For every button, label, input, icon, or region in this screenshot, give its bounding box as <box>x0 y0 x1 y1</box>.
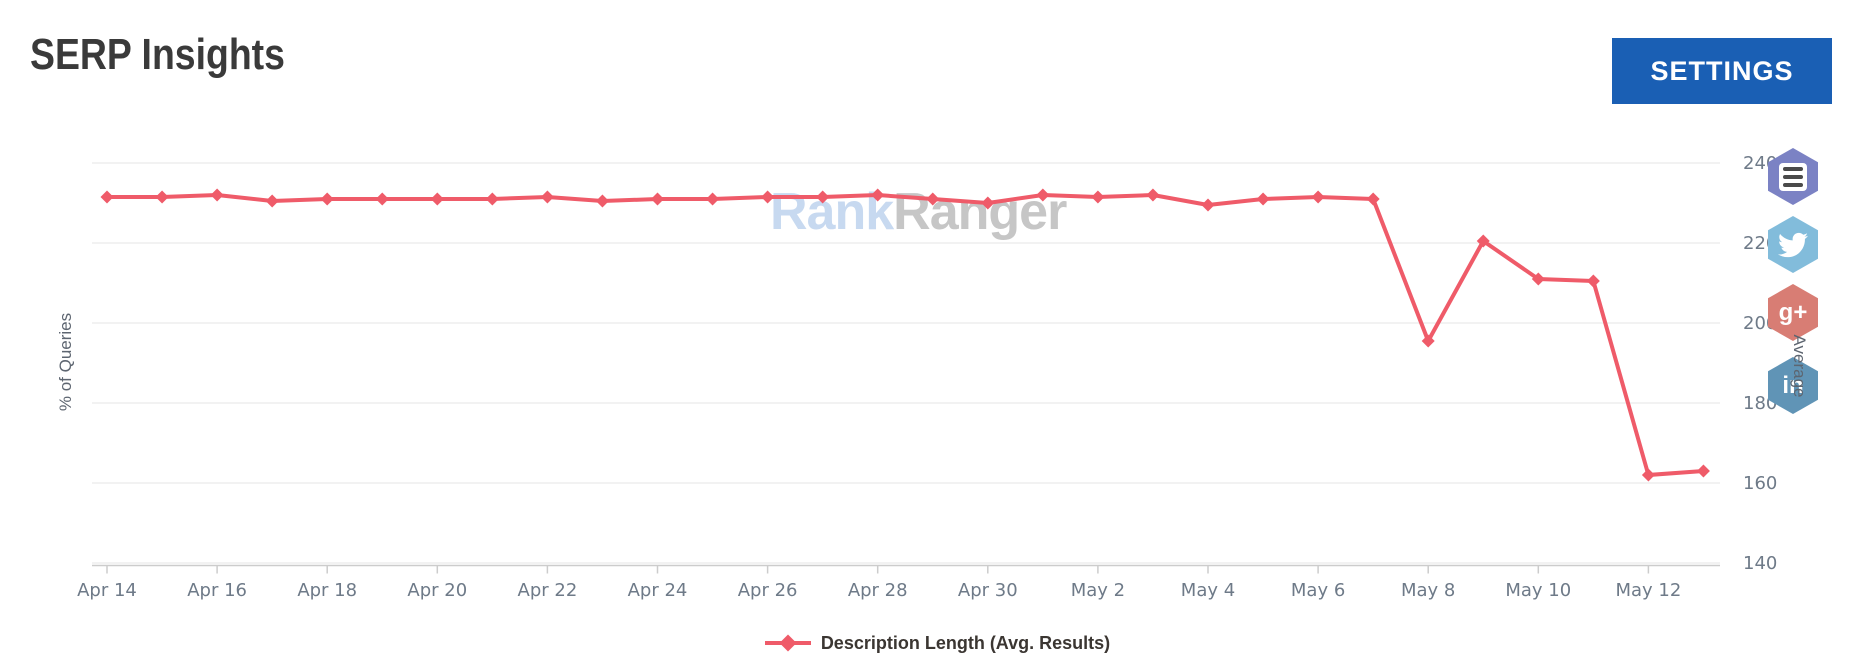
share-linkedin-button[interactable]: in <box>1768 357 1818 414</box>
share-list-button[interactable] <box>1768 148 1818 205</box>
twitter-icon <box>1778 232 1808 257</box>
x-tick-label: May 12 <box>1615 580 1681 601</box>
legend-diamond-marker-icon <box>764 634 811 652</box>
data-point-marker <box>981 196 995 210</box>
data-point-marker <box>871 188 885 202</box>
data-point-marker <box>430 192 444 206</box>
share-twitter-button[interactable] <box>1768 216 1818 273</box>
x-tick-label: Apr 16 <box>187 580 247 601</box>
right-axis-title: Average <box>1790 334 1809 398</box>
x-tick-label: May 4 <box>1181 580 1235 601</box>
left-axis-title: % of Queries <box>56 312 75 412</box>
x-tick-label: Apr 14 <box>77 580 137 601</box>
x-tick-label: May 8 <box>1401 580 1455 601</box>
data-point-marker <box>1531 272 1545 286</box>
data-point-marker <box>1201 198 1215 212</box>
data-point-marker <box>651 192 664 206</box>
rankranger-watermark: RankRanger <box>770 182 1067 242</box>
data-point-marker <box>1421 334 1435 348</box>
data-point-marker <box>155 190 169 204</box>
x-tick-label: Apr 26 <box>738 580 798 601</box>
data-point-marker <box>100 190 114 204</box>
x-tick-label: May 6 <box>1291 580 1345 601</box>
data-point-marker <box>265 194 279 208</box>
data-point-marker <box>1311 190 1325 204</box>
x-tick-label: Apr 18 <box>297 580 357 601</box>
x-tick-label: Apr 30 <box>958 580 1018 601</box>
data-point-marker <box>485 192 499 206</box>
x-tick-label: Apr 22 <box>518 580 578 601</box>
x-tick-label: May 2 <box>1071 580 1125 601</box>
x-tick-label: Apr 28 <box>848 580 908 601</box>
x-tick-label: May 10 <box>1505 580 1571 601</box>
googleplus-icon: g+ <box>1778 298 1808 326</box>
data-point-marker <box>1641 468 1655 482</box>
data-point-marker <box>320 192 334 206</box>
x-tick-label: Apr 24 <box>628 580 688 601</box>
data-point-marker <box>706 192 720 206</box>
data-point-marker <box>816 190 830 204</box>
series-line <box>105 193 1706 477</box>
data-point-marker <box>1366 192 1380 206</box>
legend-item-description-length[interactable]: Description Length (Avg. Results) <box>764 632 1111 654</box>
watermark-ranger: Ranger <box>893 183 1067 241</box>
list-icon <box>1779 162 1807 191</box>
settings-button[interactable]: SETTINGS <box>1612 38 1832 104</box>
data-point-marker <box>926 192 940 206</box>
data-point-marker <box>761 190 775 204</box>
legend-label: Description Length (Avg. Results) <box>820 632 1111 653</box>
y-tick-label: 160 <box>1743 473 1777 494</box>
data-point-marker <box>1036 188 1050 202</box>
data-point-marker <box>1476 234 1490 248</box>
linkedin-icon: in <box>1782 371 1804 399</box>
data-point-marker <box>595 194 609 208</box>
data-point-marker <box>1586 274 1600 288</box>
data-point-marker <box>1091 190 1105 204</box>
share-googleplus-button[interactable]: g+ <box>1768 284 1818 341</box>
watermark-rank: Rank <box>770 183 894 241</box>
data-point-marker <box>210 188 224 202</box>
data-point-marker <box>375 192 389 206</box>
data-point-marker <box>1696 464 1710 478</box>
data-point-marker <box>540 190 554 204</box>
data-point-marker <box>1256 192 1270 206</box>
x-tick-label: Apr 20 <box>407 580 467 601</box>
page-title: SERP Insights <box>30 30 285 79</box>
chart-legend: Description Length (Avg. Results) <box>0 628 1875 658</box>
data-point-marker <box>1146 188 1160 202</box>
y-tick-label: 140 <box>1743 553 1777 574</box>
